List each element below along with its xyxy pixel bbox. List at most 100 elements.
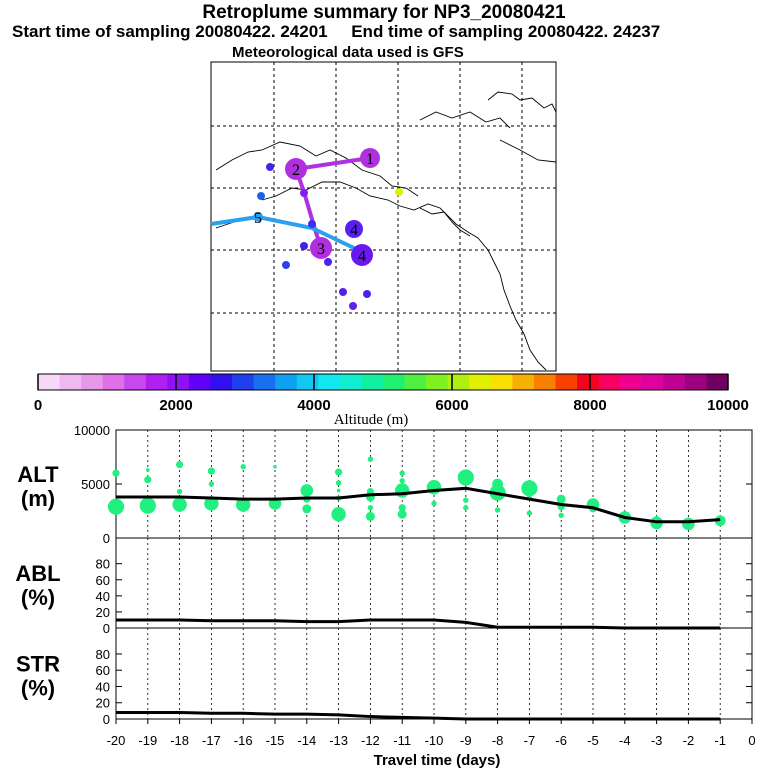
alt-scatter-point: [176, 488, 183, 495]
colorbar-swatch: [533, 374, 556, 390]
colorbar-swatch: [296, 374, 319, 390]
map-panel: 1 2 3 44 5: [210, 61, 557, 372]
colorbar-swatch: [232, 374, 255, 390]
x-tick-label: -14: [297, 733, 316, 748]
alt-scatter-point: [653, 515, 660, 522]
trajectory-point: [360, 148, 380, 168]
y-tick-label: 40: [96, 589, 110, 604]
coast-arctic-2: [419, 111, 511, 129]
colorbar-swatch: [598, 374, 621, 390]
alt-scatter-point: [556, 494, 566, 504]
trajectory-small-point: [300, 242, 308, 250]
alt-scatter-point: [463, 497, 469, 503]
colorbar-swatch: [102, 374, 125, 390]
alt-scatter-point: [336, 488, 341, 493]
trajectory-point: [351, 244, 373, 266]
alt-scatter-point: [431, 500, 437, 507]
alt-scatter-point: [397, 509, 407, 519]
colorbar-tick-label: 10000: [707, 397, 749, 414]
colorbar-swatch: [275, 374, 298, 390]
colorbar-swatch: [684, 374, 707, 390]
coast-pacific: [261, 181, 547, 371]
colorbar-swatch: [512, 374, 535, 390]
colorbar-swatch: [663, 374, 686, 390]
x-tick-label: -4: [619, 733, 631, 748]
colorbar-label: Altitude (m): [334, 412, 409, 428]
alt-scatter-point: [365, 511, 375, 521]
panel-label-line2: (%): [21, 676, 55, 701]
y-tick-label: 0: [103, 712, 110, 727]
coast-alaska-north: [215, 141, 419, 197]
trajectory-point: [253, 212, 263, 222]
colorbar-tick-label: 4000: [297, 397, 330, 414]
alt-scatter-point: [331, 507, 346, 522]
trajectory-point-label: 4: [358, 248, 366, 265]
panel-label-line1: STR: [16, 652, 60, 677]
trajectory-point: [310, 237, 332, 259]
trajectory-small-point: [395, 188, 403, 196]
y-tick-label: 80: [96, 557, 110, 572]
x-tick-label: -18: [170, 733, 189, 748]
trajectory-small-point: [363, 290, 371, 298]
colorbar-swatch: [469, 374, 492, 390]
coast-arctic-1: [487, 91, 557, 113]
colorbar-tick-label: 8000: [573, 397, 606, 414]
altitude-colorbar: [37, 373, 729, 391]
timeseries-panels: 1000050000ALT(m)806040200ABL(%)806040200…: [15, 423, 755, 748]
colorbar-swatch: [555, 374, 578, 390]
x-tick-label: 0: [748, 733, 755, 748]
alt-scatter-point: [398, 504, 406, 512]
y-tick-label: 5000: [81, 477, 110, 492]
colorbar-swatch: [167, 374, 190, 390]
alt-scatter-point: [399, 470, 405, 476]
trajectory-point-label: 2: [292, 162, 300, 179]
x-tick-label: -1: [714, 733, 726, 748]
x-tick-label: -3: [651, 733, 663, 748]
colorbar-swatch: [38, 374, 60, 390]
trajectory-point-label: 5: [254, 210, 262, 227]
colorbar-tick-label: 6000: [435, 397, 468, 414]
x-tick-label: -7: [524, 733, 536, 748]
alt-scatter-point: [240, 464, 246, 470]
colorbar-swatch: [145, 374, 168, 390]
y-tick-label: 0: [103, 531, 110, 546]
x-tick-label: -8: [492, 733, 504, 748]
colorbar-swatch: [124, 374, 147, 390]
trajectory-small-point: [282, 261, 290, 269]
y-tick-label: 60: [96, 663, 110, 678]
colorbar-tick-label: 0: [34, 397, 42, 414]
alt-scatter-point: [300, 484, 314, 497]
colorbar-swatch: [81, 374, 104, 390]
alt-scatter-point: [207, 467, 215, 475]
colorbar-swatch: [210, 374, 233, 390]
colorbar-swatch: [447, 374, 470, 390]
alt-scatter-point: [236, 497, 251, 512]
colorbar-swatch: [641, 374, 664, 390]
colorbar-swatch: [318, 374, 341, 390]
trajectory-small-point: [349, 302, 357, 310]
colorbar-swatch: [706, 374, 729, 390]
colorbar-tick-labels: 0 2000 4000 6000 8000 10000: [34, 374, 749, 414]
trajectory-small-point: [324, 258, 332, 266]
series-line-alt: [116, 486, 721, 524]
colorbar-swatch: [253, 374, 276, 390]
alt-scatter-point: [335, 480, 342, 486]
series-line-abl: [116, 618, 721, 630]
alt-scatter-point: [172, 497, 187, 512]
alt-scatter-point: [367, 456, 374, 462]
trajectory-points: 1 2 3 44 5: [253, 148, 403, 310]
alt-scatter-point: [521, 480, 538, 497]
colorbar-swatch: [383, 374, 405, 390]
y-tick-label: 10000: [74, 423, 110, 438]
colorbar-swatch: [620, 374, 643, 390]
map-frame: [210, 61, 557, 372]
y-tick-label: 80: [96, 647, 110, 662]
trajectory-point-label: 1: [366, 151, 374, 168]
coastlines: [215, 91, 557, 371]
coast-gulf: [419, 207, 471, 237]
x-tick-label: -11: [393, 733, 411, 748]
y-tick-label: 0: [103, 621, 110, 636]
trajectory-point: [285, 158, 307, 180]
colorbar-swatch: [188, 374, 211, 390]
